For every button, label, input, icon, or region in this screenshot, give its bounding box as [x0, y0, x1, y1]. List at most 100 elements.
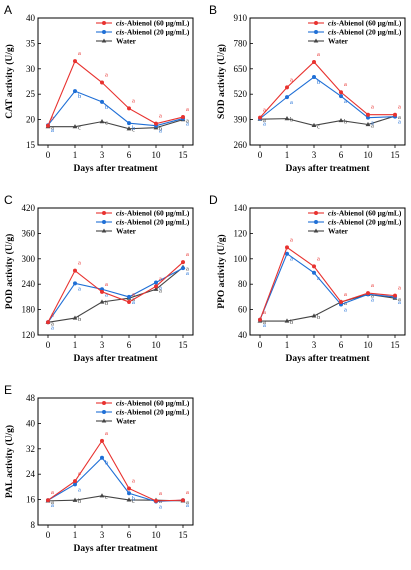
significance-letter: a [186, 118, 189, 125]
significance-letter: a [51, 499, 54, 506]
data-point [338, 117, 344, 123]
data-point [127, 121, 131, 126]
data-point [285, 95, 289, 100]
legend-label: Water [116, 37, 137, 46]
x-tick-label: 15 [179, 150, 189, 160]
data-point [366, 115, 370, 120]
significance-letter: c [132, 127, 135, 134]
legend-marker [314, 30, 318, 34]
x-tick-label: 0 [46, 150, 51, 160]
data-point [153, 286, 159, 291]
significance-letter: a [159, 275, 162, 282]
data-point [312, 59, 316, 64]
data-point [258, 115, 262, 120]
data-point [99, 493, 105, 498]
x-axis-title: Days after treatment [73, 354, 158, 364]
data-point [127, 299, 131, 304]
significance-letter: b [105, 300, 108, 307]
x-tick-label: 10 [152, 340, 162, 350]
panel-letter: E [4, 383, 12, 397]
significance-letter: b [317, 314, 320, 321]
x-axis-title: Days after treatment [285, 164, 370, 174]
legend-marker [102, 21, 106, 25]
significance-letter: a [51, 311, 54, 318]
y-tick-label: 32 [26, 444, 35, 454]
significance-letter: b [132, 125, 135, 132]
data-point [311, 122, 317, 128]
data-point [100, 455, 104, 460]
significance-letter: a [159, 113, 162, 120]
y-tick-label: 48 [26, 393, 36, 403]
significance-letter: b [105, 104, 108, 111]
legend-label: cis-Abienol (60 μg/mL) [116, 399, 190, 408]
y-tick-label: 140 [234, 203, 248, 213]
x-tick-label: 0 [46, 340, 51, 350]
significance-letter: a [371, 120, 374, 127]
data-point [154, 121, 158, 126]
series-line [47, 439, 184, 502]
data-point [393, 112, 397, 117]
x-tick-label: 1 [73, 340, 78, 350]
legend-label-italic: cis [328, 28, 336, 37]
y-tick-label: 40 [238, 330, 248, 340]
data-point [311, 313, 317, 318]
y-tick-label: 30 [26, 64, 36, 74]
legend-label-text: -Abienol (20 μg/mL) [124, 218, 190, 227]
plot-frame [249, 17, 406, 146]
x-tick-label: 0 [258, 340, 263, 350]
significance-letter: a [290, 256, 293, 263]
significance-letter: a [398, 296, 401, 303]
significance-letter: a [371, 104, 374, 111]
significance-letter: b [317, 79, 320, 86]
legend-label: cis-Abienol (20 μg/mL) [328, 218, 402, 227]
data-point [339, 90, 343, 95]
x-tick-label: 6 [127, 340, 132, 350]
data-point [126, 497, 132, 502]
significance-letter: b [78, 93, 81, 100]
data-point [258, 317, 262, 322]
data-point [365, 121, 371, 127]
panel-letter: B [209, 3, 217, 17]
series-line [47, 266, 184, 323]
significance-letter: b [159, 126, 162, 133]
legend-marker [101, 418, 107, 423]
data-point [366, 291, 370, 296]
significance-letter: a [51, 125, 54, 132]
legend-label: Water [116, 227, 137, 236]
legend-marker [313, 38, 319, 43]
data-point [284, 116, 290, 121]
y-tick-label: 390 [234, 115, 248, 125]
significance-letter: a [105, 430, 108, 437]
legend-label: cis-Abienol (60 μg/mL) [116, 19, 190, 28]
data-point [127, 106, 131, 111]
chart-panel-d: D 40 60 80 100 120 140 0 1 3 6 10 15 Days after treat… [209, 193, 406, 364]
x-tick-label: 15 [391, 340, 401, 350]
significance-letter: a [263, 322, 266, 329]
significance-letter: b [105, 460, 108, 467]
significance-letter: b [290, 117, 293, 124]
data-point [181, 498, 185, 503]
legend-label: cis-Abienol (60 μg/mL) [328, 209, 402, 218]
data-point [312, 270, 316, 275]
significance-letter: a [51, 115, 54, 122]
significance-letter: a [105, 281, 108, 288]
significance-letter: a [290, 76, 293, 83]
significance-letter: a [159, 287, 162, 294]
series-line [259, 115, 396, 127]
legend-label-text: Water [116, 417, 137, 426]
data-point [127, 294, 131, 299]
series-line [47, 495, 184, 502]
y-tick-label: 15 [26, 140, 36, 150]
significance-letter: a [186, 251, 189, 258]
significance-letter: c [105, 494, 108, 501]
data-point [100, 438, 104, 443]
data-point [46, 320, 50, 325]
data-point [312, 264, 316, 269]
legend-label-italic: cis [116, 408, 124, 417]
significance-letter: a [263, 121, 266, 128]
significance-letter: a [317, 255, 320, 262]
y-tick-label: 100 [234, 254, 248, 264]
y-tick-label: 910 [234, 13, 248, 23]
y-tick-label: 240 [22, 279, 36, 289]
significance-letter: a [78, 50, 81, 57]
